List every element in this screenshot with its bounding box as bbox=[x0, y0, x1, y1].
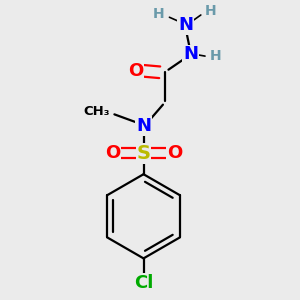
Text: O: O bbox=[167, 144, 182, 162]
Text: Cl: Cl bbox=[134, 274, 153, 292]
Text: S: S bbox=[136, 144, 151, 163]
Text: H: H bbox=[210, 49, 221, 63]
Text: N: N bbox=[136, 117, 151, 135]
Text: N: N bbox=[178, 16, 193, 34]
Text: H: H bbox=[153, 7, 165, 21]
Text: CH₃: CH₃ bbox=[83, 105, 110, 118]
Text: O: O bbox=[105, 144, 120, 162]
Text: N: N bbox=[183, 46, 198, 64]
Text: O: O bbox=[128, 62, 143, 80]
Text: H: H bbox=[205, 4, 217, 18]
